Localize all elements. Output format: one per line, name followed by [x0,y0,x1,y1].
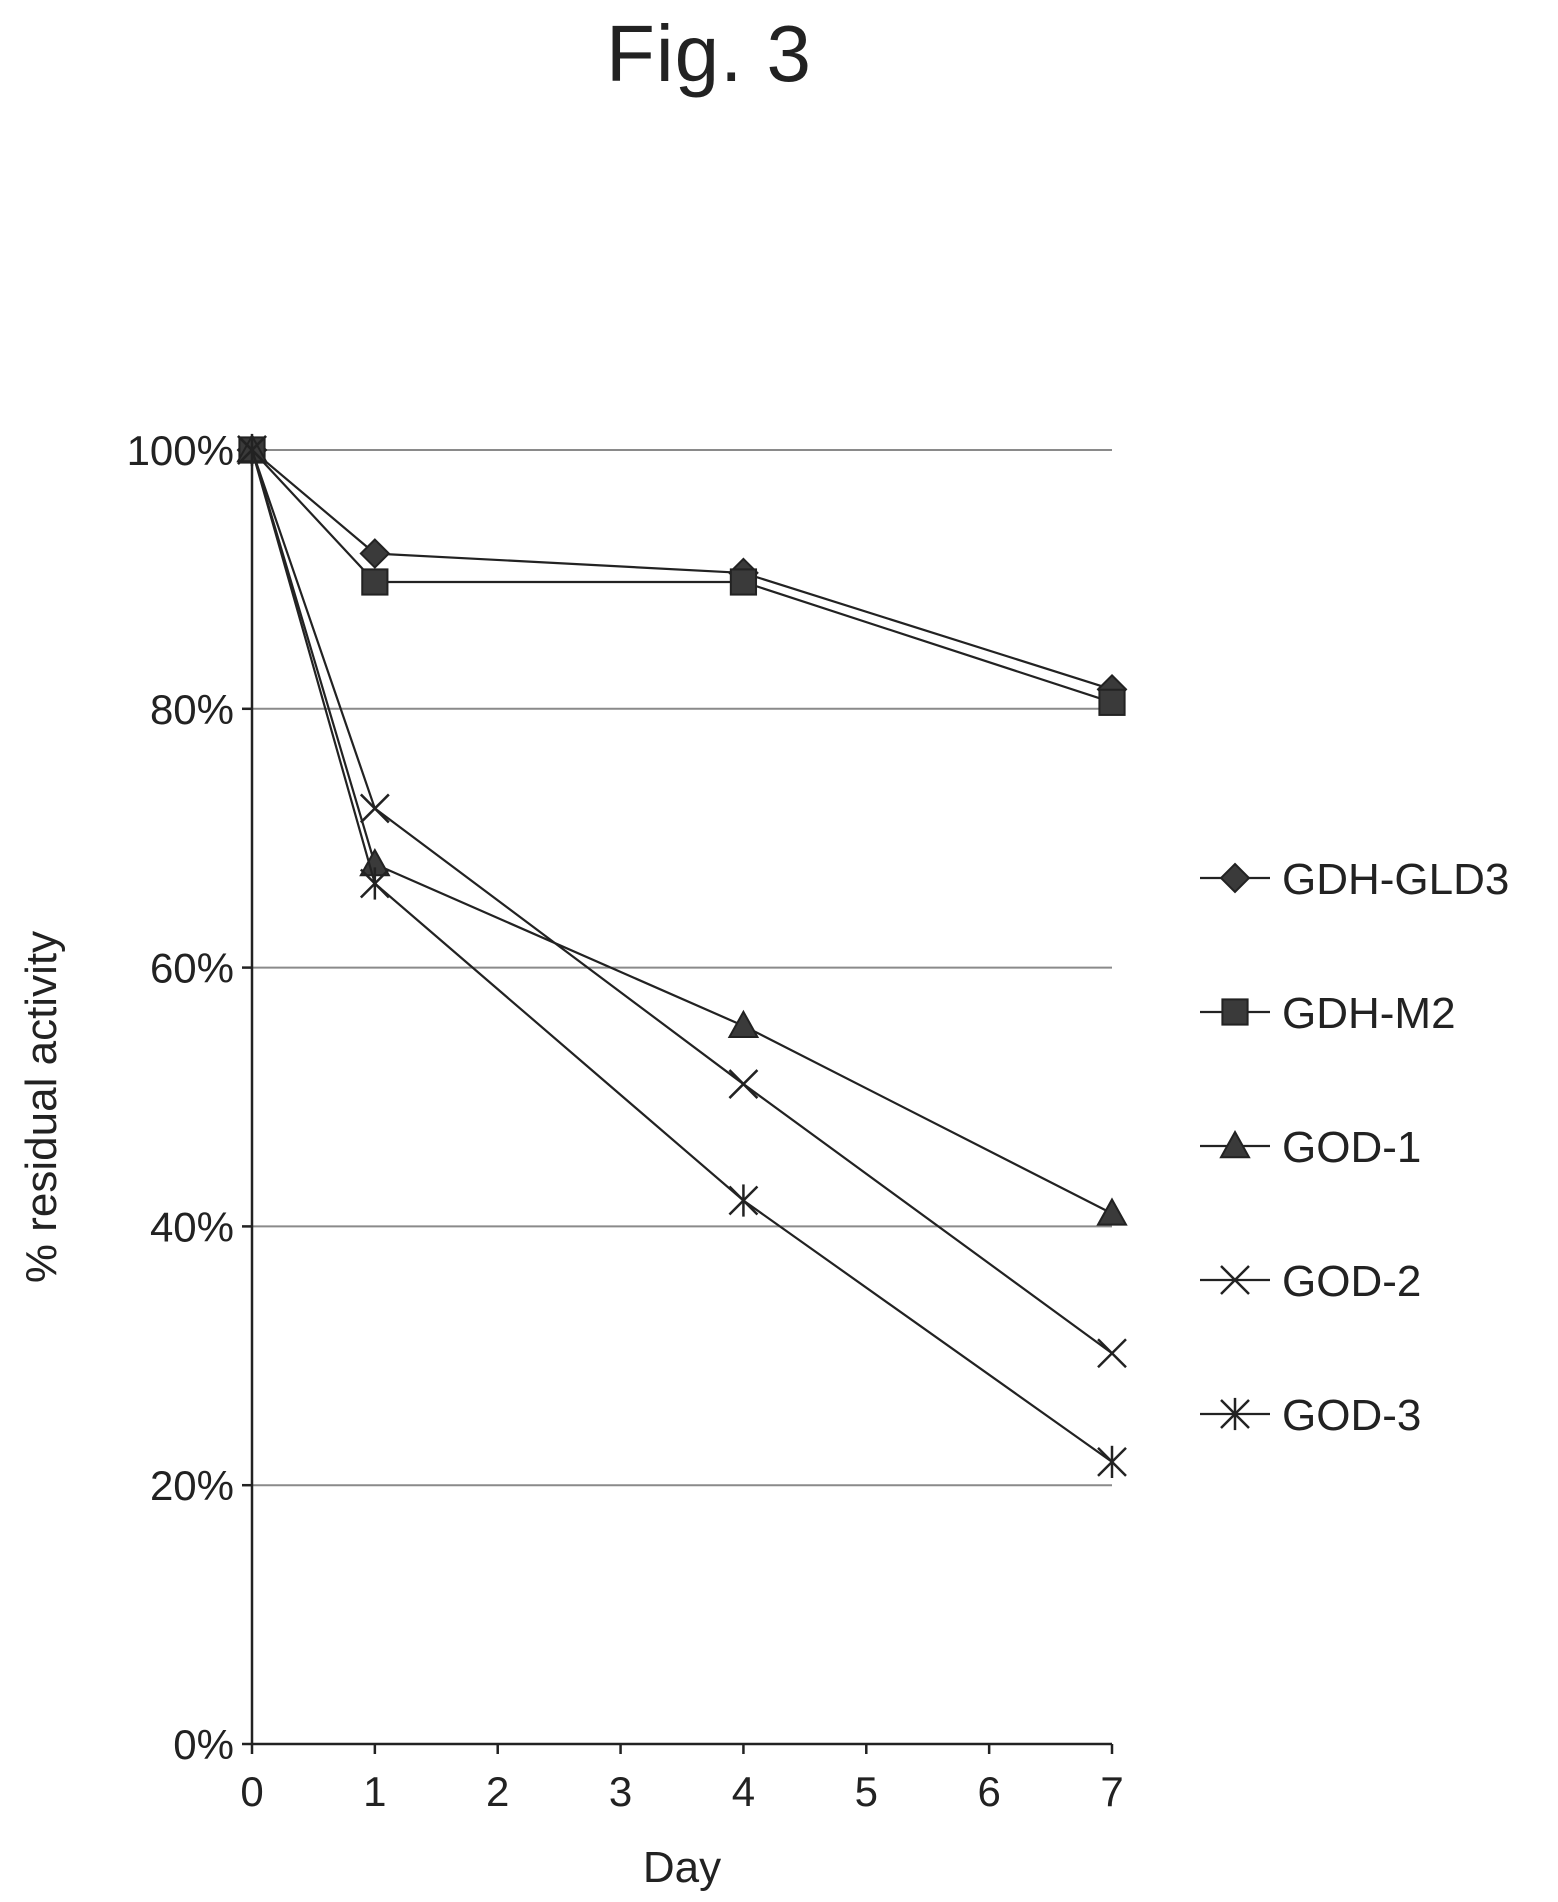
y-tick-label: 100% [127,427,234,474]
x-tick-label: 0 [240,1768,263,1815]
legend: GDH-GLD3 GDH-M2 GOD-1 GOD-2 GOD-3 [1200,855,1509,1440]
legend-marker-gdh-m2 [1221,998,1249,1026]
y-tick-label: 0% [173,1721,234,1768]
legend-marker-god-2 [1220,1265,1250,1295]
data-point-gdh-m2 [1098,688,1126,716]
legend-marker-gdh-gld3 [1219,862,1251,894]
series-lines [236,433,1128,1479]
data-point-god-3 [728,1184,759,1217]
series-line-god-1 [250,449,1113,1215]
gridlines [252,449,1112,1487]
data-point-god-3 [359,867,390,900]
legend-item-god-3: GOD-3 [1200,1391,1421,1440]
legend-item-gdh-m2: GDH-M2 [1200,989,1456,1038]
marker-x-stroke [359,793,390,824]
y-tick-label: 20% [150,1462,234,1509]
series-line-gdh-gld3 [251,449,1113,691]
x-axis-label: Day [643,1843,721,1892]
legend-label-gdh-m2: GDH-M2 [1282,989,1456,1038]
data-point-god-3 [237,433,267,467]
x-tick-label: 5 [855,1768,878,1815]
data-point-god-2 [359,793,390,824]
y-tick-label: 80% [150,686,234,733]
data-point-gdh-m2 [729,568,758,596]
data-point-god-3 [1097,1445,1127,1479]
series-line-gdh-m2 [251,449,1113,704]
x-tick-label: 2 [486,1768,509,1815]
legend-item-god-2: GOD-2 [1200,1257,1421,1306]
marker-x-stroke [1097,1338,1127,1369]
figure-title: Fig. 3 [605,9,813,98]
legend-item-god-1: GOD-1 [1200,1123,1421,1172]
x-tick-label: 4 [732,1768,755,1815]
data-point-god-2 [728,1069,759,1099]
data-point-god-1 [727,1009,760,1039]
marker-x-stroke [728,1069,759,1099]
legend-item-gdh-gld3: GDH-GLD3 [1200,855,1509,904]
legend-marker-god-1 [1219,1129,1251,1159]
axes: 0% 20% 40% 60% 80% 100% 0 1 2 3 4 5 6 7 [127,427,1124,1815]
x-tick-label: 7 [1100,1768,1123,1815]
y-tick-label: 40% [150,1203,234,1250]
x-tick-label: 1 [363,1768,386,1815]
x-tick-label: 6 [977,1768,1000,1815]
data-point-god-1 [1096,1197,1128,1226]
y-axis-label: % residual activity [17,931,66,1283]
data-point-god-2 [1097,1338,1127,1369]
series-gdh-m2 [238,436,1126,716]
x-tick-label: 3 [609,1768,632,1815]
data-point-gdh-m2 [361,568,389,596]
y-tick-label: 60% [150,945,234,992]
legend-label-god-1: GOD-1 [1282,1123,1421,1172]
series-line-god-2 [250,449,1113,1355]
legend-label-god-3: GOD-3 [1282,1391,1421,1440]
series-god-3 [237,433,1127,1479]
data-point-gdh-gld3 [359,538,391,569]
marker-x-stroke [1220,1265,1250,1295]
legend-label-god-2: GOD-2 [1282,1257,1421,1306]
series-line-god-3 [250,449,1113,1463]
legend-marker-god-3 [1220,1397,1250,1431]
legend-label-gdh-gld3: GDH-GLD3 [1282,855,1509,904]
